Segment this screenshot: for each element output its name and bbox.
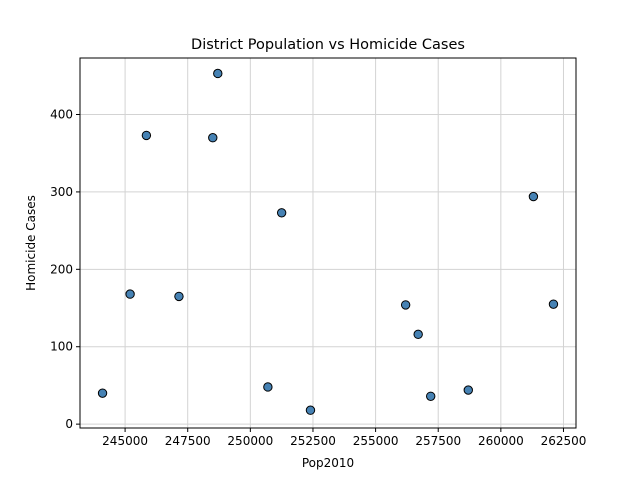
data-point: [174, 291, 184, 302]
data-point: [141, 130, 152, 141]
x-tick-label: 260000: [478, 434, 524, 448]
data-point: [125, 289, 135, 299]
y-tick-label: 100: [50, 340, 73, 354]
y-axis-ticks: 0 100 200 300 400: [50, 108, 80, 431]
x-tick-label: 250000: [227, 434, 273, 448]
data-point: [413, 329, 423, 340]
x-axis-label: Pop2010: [302, 456, 354, 470]
data-point: [400, 300, 411, 310]
x-axis-ticks: 245000 247500 250000 252500 255000 257500 2600…: [102, 428, 586, 448]
data-point: [463, 385, 473, 395]
x-tick-label: 262500: [541, 434, 587, 448]
x-tick-label: 245000: [102, 434, 148, 448]
x-tick-label: 252500: [290, 434, 336, 448]
data-point: [548, 299, 559, 309]
data-point: [97, 388, 108, 398]
data-point: [213, 68, 223, 79]
data-points: [97, 68, 559, 415]
data-point: [276, 208, 287, 218]
chart-title: District Population vs Homicide Cases: [191, 37, 465, 53]
x-tick-label: 247500: [165, 434, 211, 448]
data-point: [426, 391, 436, 401]
data-point: [208, 133, 218, 143]
y-tick-label: 400: [50, 108, 73, 122]
x-tick-label: 257500: [415, 434, 461, 448]
y-axis-label: Homicide Cases: [24, 195, 38, 291]
grid: [80, 58, 576, 428]
data-point: [263, 382, 273, 392]
data-point: [528, 191, 539, 202]
y-tick-label: 300: [50, 185, 73, 199]
data-point: [305, 405, 316, 415]
plot-frame: [79, 57, 577, 429]
y-tick-label: 200: [50, 262, 73, 276]
y-tick-label: 0: [65, 417, 73, 431]
x-tick-label: 255000: [353, 434, 399, 448]
